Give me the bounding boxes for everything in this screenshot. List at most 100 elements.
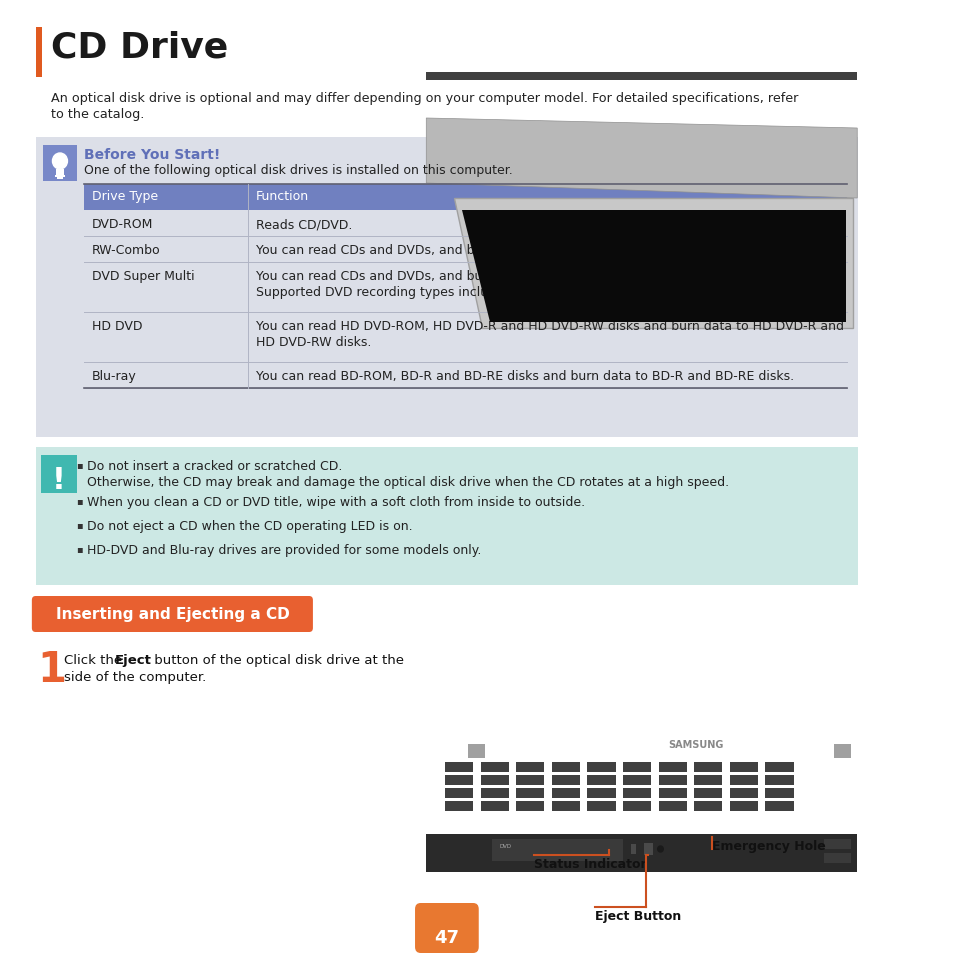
- Polygon shape: [461, 211, 845, 323]
- Bar: [823, 853, 850, 863]
- Bar: [41, 456, 77, 494]
- Text: You can read CDs and DVDs, and burn a CD.: You can read CDs and DVDs, and burn a CD…: [255, 244, 533, 256]
- Bar: [658, 775, 686, 785]
- Bar: [729, 775, 757, 785]
- Bar: [84, 211, 846, 236]
- Bar: [823, 840, 850, 849]
- Text: SAMSUNG: SAMSUNG: [668, 740, 723, 749]
- Bar: [84, 185, 846, 211]
- Text: You can read BD-ROM, BD-R and BD-RE disks and burn data to BD-R and BD-RE disks.: You can read BD-ROM, BD-R and BD-RE disk…: [255, 370, 793, 382]
- Text: Eject Button: Eject Button: [595, 909, 680, 923]
- Bar: [587, 788, 615, 799]
- Bar: [57, 178, 63, 180]
- Bar: [516, 762, 544, 772]
- Bar: [84, 263, 846, 313]
- Text: Do not insert a cracked or scratched CD.: Do not insert a cracked or scratched CD.: [87, 459, 342, 473]
- Text: ▪: ▪: [76, 459, 82, 470]
- Bar: [84, 236, 846, 263]
- Text: Do not eject a CD when the CD operating LED is on.: Do not eject a CD when the CD operating …: [87, 519, 413, 533]
- Bar: [694, 762, 721, 772]
- Text: ▪: ▪: [76, 496, 82, 505]
- Bar: [43, 146, 77, 182]
- Text: button of the optical disk drive at the: button of the optical disk drive at the: [150, 654, 403, 666]
- Text: ▪: ▪: [76, 519, 82, 530]
- Bar: [694, 775, 721, 785]
- Text: DVD-ROM: DVD-ROM: [91, 218, 153, 231]
- Bar: [658, 762, 686, 772]
- Bar: [764, 775, 793, 785]
- Bar: [35, 448, 858, 585]
- Bar: [444, 762, 473, 772]
- Text: Function: Function: [255, 190, 309, 203]
- Bar: [833, 744, 850, 759]
- Bar: [492, 840, 622, 862]
- Bar: [84, 313, 846, 363]
- FancyBboxPatch shape: [415, 903, 478, 953]
- Bar: [35, 28, 42, 78]
- FancyBboxPatch shape: [31, 597, 313, 633]
- Text: HD-DVD and Blu-ray drives are provided for some models only.: HD-DVD and Blu-ray drives are provided f…: [87, 543, 481, 557]
- Text: Supported DVD recording types include DVD±R, DVD±RW, DVD-RAM.: Supported DVD recording types include DV…: [255, 286, 692, 298]
- Bar: [729, 788, 757, 799]
- Text: Drive Type: Drive Type: [91, 190, 158, 203]
- Bar: [622, 801, 651, 811]
- Bar: [480, 788, 508, 799]
- Text: Inserting and Ejecting a CD: Inserting and Ejecting a CD: [55, 607, 289, 622]
- Bar: [480, 801, 508, 811]
- Bar: [658, 788, 686, 799]
- Text: DVD Super Multi: DVD Super Multi: [91, 270, 194, 283]
- Text: Eject: Eject: [115, 654, 152, 666]
- Polygon shape: [426, 73, 857, 81]
- Text: Blu-ray: Blu-ray: [91, 370, 136, 382]
- Bar: [622, 775, 651, 785]
- Bar: [84, 363, 846, 389]
- Text: 1: 1: [37, 648, 67, 690]
- Bar: [764, 762, 793, 772]
- Bar: [587, 762, 615, 772]
- Text: to the catalog.: to the catalog.: [51, 108, 144, 121]
- Text: side of the computer.: side of the computer.: [64, 670, 206, 683]
- Text: Reads CD/DVD.: Reads CD/DVD.: [255, 218, 352, 231]
- Bar: [630, 844, 636, 854]
- Bar: [551, 801, 579, 811]
- Bar: [516, 775, 544, 785]
- Bar: [622, 762, 651, 772]
- Circle shape: [52, 153, 68, 170]
- Text: 47: 47: [434, 928, 459, 946]
- Bar: [516, 801, 544, 811]
- Bar: [587, 775, 615, 785]
- Bar: [694, 788, 721, 799]
- Bar: [35, 138, 858, 437]
- Bar: [658, 801, 686, 811]
- Bar: [444, 775, 473, 785]
- Bar: [480, 762, 508, 772]
- Polygon shape: [454, 199, 852, 329]
- Bar: [764, 788, 793, 799]
- Bar: [426, 834, 857, 872]
- Bar: [444, 801, 473, 811]
- Text: Before You Start!: Before You Start!: [84, 148, 220, 162]
- Bar: [551, 788, 579, 799]
- Bar: [643, 843, 652, 855]
- Bar: [551, 775, 579, 785]
- Bar: [764, 801, 793, 811]
- Bar: [622, 788, 651, 799]
- Bar: [480, 775, 508, 785]
- Polygon shape: [426, 119, 857, 199]
- Bar: [516, 788, 544, 799]
- Bar: [56, 170, 64, 175]
- Bar: [444, 788, 473, 799]
- Text: You can read HD DVD-ROM, HD DVD-R and HD DVD-RW disks and burn data to HD DVD-R : You can read HD DVD-ROM, HD DVD-R and HD…: [255, 319, 842, 333]
- Text: DVD: DVD: [498, 843, 511, 848]
- Bar: [55, 175, 65, 178]
- Bar: [729, 801, 757, 811]
- Text: Status Indicator: Status Indicator: [534, 857, 646, 870]
- Bar: [551, 762, 579, 772]
- Text: HD DVD-RW disks.: HD DVD-RW disks.: [255, 335, 371, 349]
- Text: Emergency Hole: Emergency Hole: [711, 840, 825, 852]
- Text: !: !: [52, 465, 66, 495]
- Text: CD Drive: CD Drive: [51, 30, 228, 64]
- Bar: [587, 801, 615, 811]
- Text: RW-Combo: RW-Combo: [91, 244, 160, 256]
- Bar: [729, 762, 757, 772]
